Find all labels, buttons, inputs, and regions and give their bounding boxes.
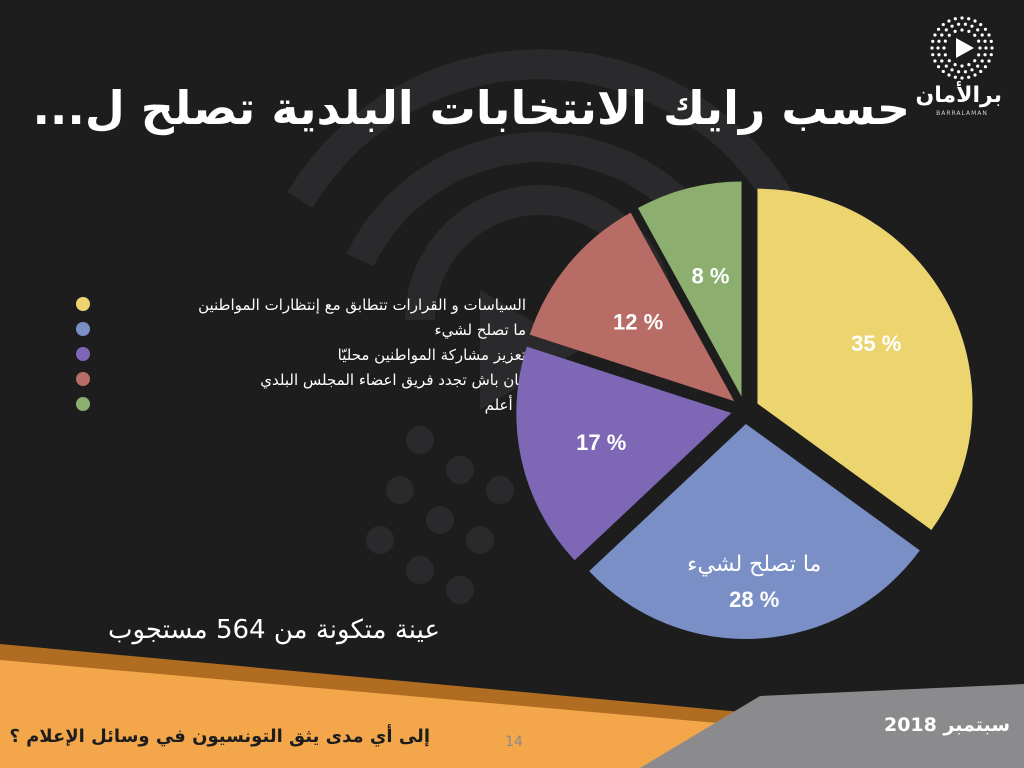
slice-percent-label: 28 % [729, 587, 779, 612]
slice-percent-label: 8 % [692, 264, 730, 289]
legend-swatch [76, 372, 90, 386]
legend-swatch [76, 297, 90, 311]
legend-label: ما تصلح لشيء [434, 320, 526, 339]
page-number: 14 [505, 734, 523, 750]
legend-item: لا أعلم [66, 392, 526, 417]
logo-emblem-icon [930, 16, 994, 80]
footer-band [0, 644, 1024, 768]
legend-swatch [76, 397, 90, 411]
pie-slice [589, 423, 920, 639]
legend-item: السياسات و القرارات تتطابق مع إنتظارات ا… [66, 292, 526, 317]
pie-slice [516, 346, 732, 561]
footer-date: سبتمبر 2018 [883, 714, 1010, 736]
logo-subtitle: BARRALAMAN [936, 110, 988, 117]
pie-slice [529, 212, 735, 402]
legend-item: تعزيز مشاركة المواطنين محليّا [66, 342, 526, 367]
legend-swatch [76, 347, 90, 361]
footer-grey-panel [640, 684, 1024, 768]
sample-size-note: عينة متكونة من 564 مستجوب [108, 615, 440, 645]
pie-slice [757, 188, 973, 531]
legend-label: كان باش تجدد فريق اعضاء المجلس البلدي [260, 370, 526, 389]
logo: برالأمان BARRALAMAN [915, 16, 1002, 126]
legend-item: كان باش تجدد فريق اعضاء المجلس البلدي [66, 367, 526, 392]
pie-slice [637, 181, 742, 397]
pie-chart: 35 % ما تصلح لشيء 28 % 17 % 12 % 8 % [516, 181, 973, 639]
legend-label: لا أعلم [484, 395, 526, 414]
slice-percent-label: 17 % [576, 430, 626, 455]
chart-legend: السياسات و القرارات تتطابق مع إنتظارات ا… [66, 292, 526, 417]
slice-callout: ما تصلح لشيء [687, 552, 821, 577]
slide-title: حسب رايك الانتخابات البلدية تصلح ل... [32, 81, 910, 135]
legend-label: السياسات و القرارات تتطابق مع إنتظارات ا… [198, 295, 526, 314]
logo-text: برالأمان [915, 83, 1002, 108]
slice-percent-label: 12 % [613, 310, 663, 335]
legend-item: ما تصلح لشيء [66, 317, 526, 342]
slice-percent-label: 35 % [851, 331, 901, 356]
footer-question: إلى أي مدى يثق التونسيون في وسائل الإعلا… [9, 726, 430, 747]
legend-swatch [76, 322, 90, 336]
legend-label: تعزيز مشاركة المواطنين محليّا [337, 345, 526, 364]
